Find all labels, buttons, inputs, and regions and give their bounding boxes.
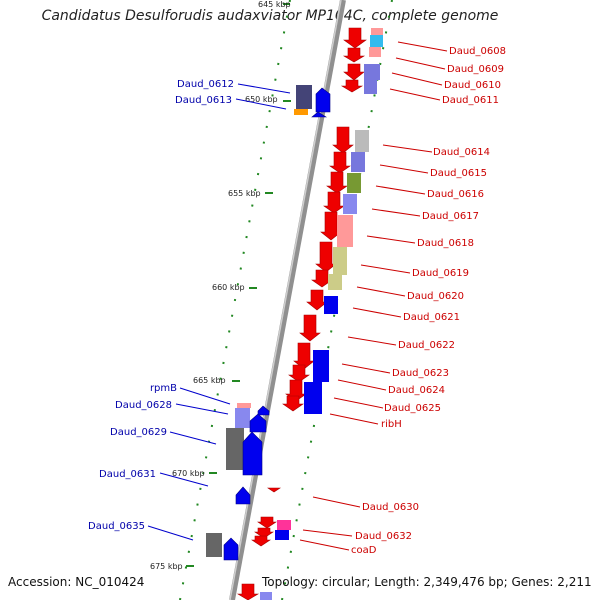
gene-label-reverse[interactable]: Daud_0609 xyxy=(447,64,504,75)
gene-label-reverse[interactable]: Daud_0611 xyxy=(442,95,499,106)
gene-arrow-reverse xyxy=(343,27,367,49)
gene-label-reverse[interactable]: Daud_0614 xyxy=(433,147,490,158)
gene-arrow-reverse xyxy=(288,364,310,383)
gene-label-forward[interactable]: Daud_0631 xyxy=(99,469,156,480)
gene-label-reverse[interactable]: Daud_0617 xyxy=(422,211,479,222)
gene-label-reverse[interactable]: coaD xyxy=(351,545,377,556)
forward-leader-lines xyxy=(147,83,291,541)
gene-label-reverse[interactable]: Daud_0623 xyxy=(392,368,449,379)
gene-arrow-reverse xyxy=(315,241,337,273)
gene-arrow-reverse xyxy=(332,126,354,154)
gene-label-reverse[interactable]: Daud_0610 xyxy=(444,80,501,91)
gene-arrow-reverse xyxy=(267,487,281,493)
gene-arrow-forward xyxy=(311,111,328,118)
gene-arrow-reverse xyxy=(282,395,304,412)
kbp-label: 645 kbp xyxy=(258,0,291,9)
gene-arrow-forward xyxy=(223,537,239,561)
gene-label-reverse[interactable]: Daud_0615 xyxy=(430,168,487,179)
gene-arrow-reverse xyxy=(329,151,351,174)
gene-label-forward[interactable]: Daud_0629 xyxy=(110,427,167,438)
gene-arrow-reverse xyxy=(311,269,333,288)
kbp-label: 665 kbp xyxy=(193,376,226,385)
accession-label: Accession: NC_010424 xyxy=(8,575,145,589)
gene-arrow-forward xyxy=(315,87,331,113)
gene-label-reverse[interactable]: Daud_0618 xyxy=(417,238,474,249)
gene-arrow-reverse xyxy=(326,171,348,194)
gene-arrow-reverse xyxy=(306,289,328,311)
gene-arrow-forward xyxy=(249,413,267,433)
gene-arrow-reverse xyxy=(340,79,364,93)
gene-arrow-reverse xyxy=(343,63,365,81)
kbp-label: 655 kbp xyxy=(228,189,261,198)
gene-arrow-reverse xyxy=(254,527,274,539)
gene-label-forward[interactable]: Daud_0613 xyxy=(175,95,232,106)
gene-arrow-reverse xyxy=(299,314,321,342)
gene-arrow-reverse xyxy=(323,191,345,214)
reverse-leader-lines xyxy=(299,41,448,551)
gene-label-reverse[interactable]: Daud_0632 xyxy=(355,531,412,542)
topology-label: Topology: circular; Length: 2,349,476 bp… xyxy=(262,575,592,589)
gene-label-reverse[interactable]: ribH xyxy=(381,419,402,430)
gene-arrow-reverse xyxy=(342,47,366,63)
forward-annotation-blocks xyxy=(206,85,312,557)
reverse-strand-genes xyxy=(236,27,367,600)
gene-label-reverse[interactable]: Daud_0630 xyxy=(362,502,419,513)
kbp-ticks xyxy=(186,3,291,567)
gene-arrow-forward xyxy=(242,431,263,476)
gene-label-forward[interactable]: Daud_0628 xyxy=(115,400,172,411)
kbp-label: 670 kbp xyxy=(172,469,205,478)
gene-arrow-reverse xyxy=(257,516,277,529)
kbp-label: 650 kbp xyxy=(245,95,278,104)
reverse-annotation-blocks xyxy=(260,28,383,600)
gene-label-reverse[interactable]: Daud_0619 xyxy=(412,268,469,279)
gene-label-forward[interactable]: Daud_0612 xyxy=(177,79,234,90)
gene-arrow-forward xyxy=(235,486,251,505)
gene-label-reverse[interactable]: Daud_0624 xyxy=(388,385,445,396)
gene-arrow-forward xyxy=(257,405,270,416)
gene-label-reverse[interactable]: Daud_0608 xyxy=(449,46,506,57)
gene-arrow-reverse xyxy=(293,342,315,370)
gene-label-forward[interactable]: Daud_0635 xyxy=(88,521,145,532)
gene-label-reverse[interactable]: Daud_0625 xyxy=(384,403,441,414)
gene-arrow-reverse xyxy=(236,583,260,600)
gene-label-forward[interactable]: rpmB xyxy=(150,383,177,394)
map-title: Candidatus Desulforudis audaxviator MP10… xyxy=(41,8,499,24)
kbp-label: 675 kbp xyxy=(150,562,183,571)
gene-label-reverse[interactable]: Daud_0620 xyxy=(407,291,464,302)
forward-strand-genes xyxy=(223,87,331,561)
gene-label-reverse[interactable]: Daud_0621 xyxy=(403,312,460,323)
kbp-label: 660 kbp xyxy=(212,283,245,292)
gene-label-reverse[interactable]: Daud_0622 xyxy=(398,340,455,351)
gene-label-reverse[interactable]: Daud_0616 xyxy=(427,189,484,200)
gene-arrow-reverse xyxy=(251,535,271,547)
